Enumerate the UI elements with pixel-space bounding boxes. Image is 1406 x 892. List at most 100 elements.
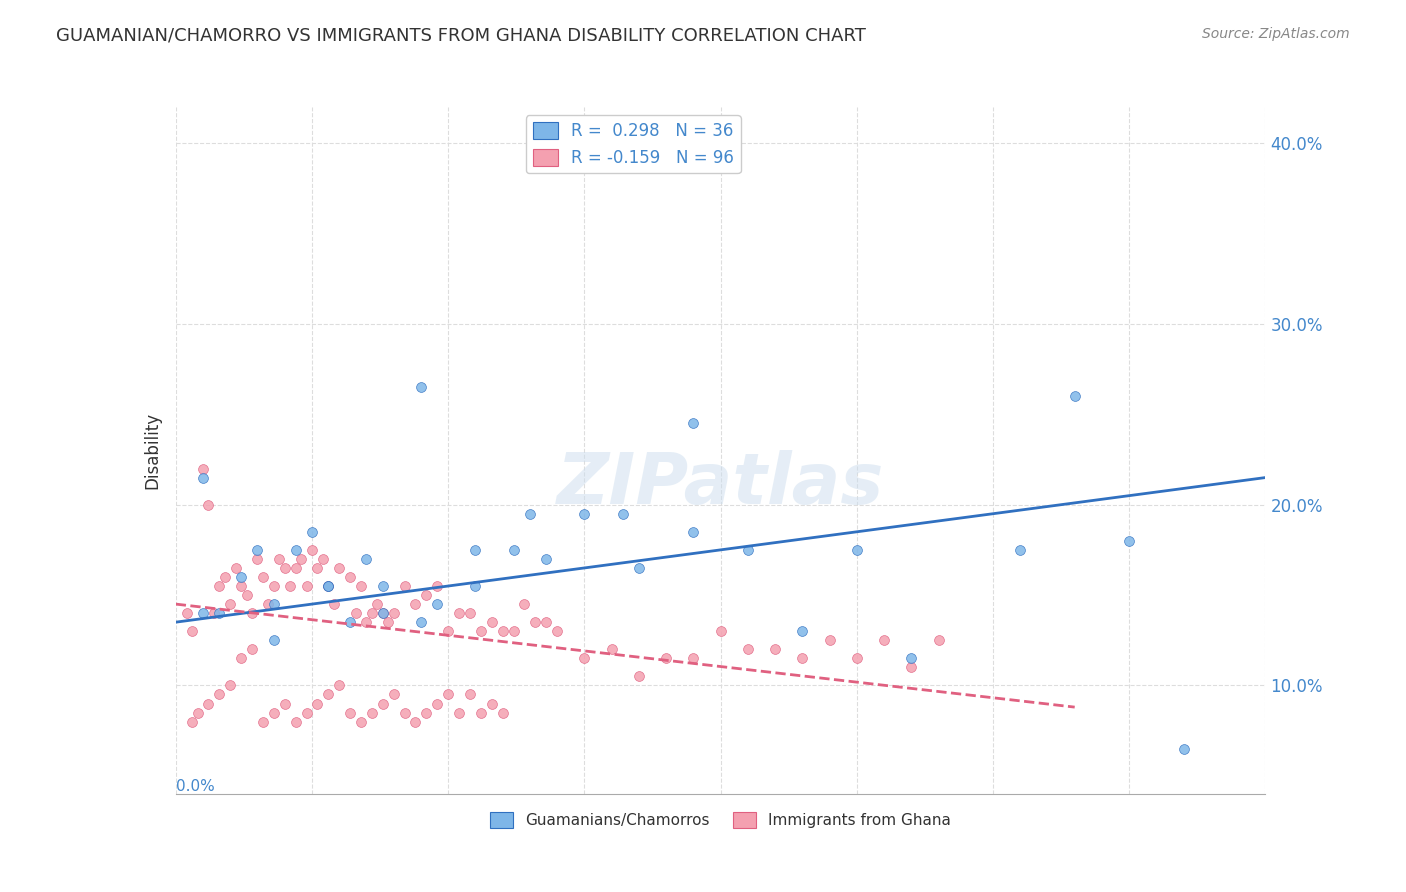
Point [447,706,470,720]
Point [219,597,242,611]
Point [426,579,449,593]
Point [426,697,449,711]
Point [574,507,596,521]
Point [655,651,678,665]
Point [458,606,481,620]
Point [492,624,515,639]
Point [1010,542,1032,557]
Point [464,542,486,557]
Point [470,706,492,720]
Point [202,606,225,620]
Point [1118,533,1140,548]
Point [356,615,378,630]
Point [612,507,634,521]
Point [792,624,814,639]
Point [371,606,394,620]
Point [415,588,437,602]
Point [257,597,280,611]
Legend: Guamanians/Chamorros, Immigrants from Ghana: Guamanians/Chamorros, Immigrants from Gh… [484,806,957,834]
Point [214,570,236,584]
Point [470,624,492,639]
Point [176,606,198,620]
Point [339,570,361,584]
Point [274,697,297,711]
Point [181,624,204,639]
Point [524,615,547,630]
Point [246,542,269,557]
Point [252,714,274,729]
Point [845,542,868,557]
Point [437,624,460,639]
Point [301,524,323,539]
Point [186,706,209,720]
Point [263,597,285,611]
Point [318,688,340,702]
Point [900,651,922,665]
Point [318,579,340,593]
Point [344,606,367,620]
Point [382,688,405,702]
Point [382,606,405,620]
Point [464,579,486,593]
Point [312,552,335,566]
Point [627,561,650,575]
Point [371,606,394,620]
Point [447,606,470,620]
Point [1063,389,1085,403]
Point [710,624,733,639]
Point [502,542,524,557]
Point [1173,741,1195,756]
Point [339,706,361,720]
Point [513,597,536,611]
Point [409,380,432,394]
Point [252,570,274,584]
Point [295,706,318,720]
Text: GUAMANIAN/CHAMORRO VS IMMIGRANTS FROM GHANA DISABILITY CORRELATION CHART: GUAMANIAN/CHAMORRO VS IMMIGRANTS FROM GH… [56,27,866,45]
Point [339,615,361,630]
Point [394,706,416,720]
Point [405,714,427,729]
Point [301,542,323,557]
Point [197,498,219,512]
Point [263,706,285,720]
Text: 0.0%: 0.0% [176,779,215,794]
Text: Source: ZipAtlas.com: Source: ZipAtlas.com [1202,27,1350,41]
Point [231,651,253,665]
Point [307,561,329,575]
Point [246,552,269,566]
Point [763,642,786,657]
Point [371,579,394,593]
Point [197,697,219,711]
Point [546,624,568,639]
Point [278,579,301,593]
Point [371,697,394,711]
Point [394,579,416,593]
Point [350,714,373,729]
Point [682,417,704,431]
Point [737,642,759,657]
Point [274,561,297,575]
Point [350,579,373,593]
Point [181,714,204,729]
Point [318,579,340,593]
Point [492,706,515,720]
Point [318,579,340,593]
Point [792,651,814,665]
Point [231,579,253,593]
Point [818,633,841,648]
Point [377,615,399,630]
Point [356,552,378,566]
Point [682,524,704,539]
Point [263,633,285,648]
Point [458,688,481,702]
Point [360,706,382,720]
Point [208,606,231,620]
Point [191,470,214,484]
Point [682,651,704,665]
Point [437,688,460,702]
Point [534,552,557,566]
Point [426,597,449,611]
Point [225,561,247,575]
Point [295,579,318,593]
Point [269,552,291,566]
